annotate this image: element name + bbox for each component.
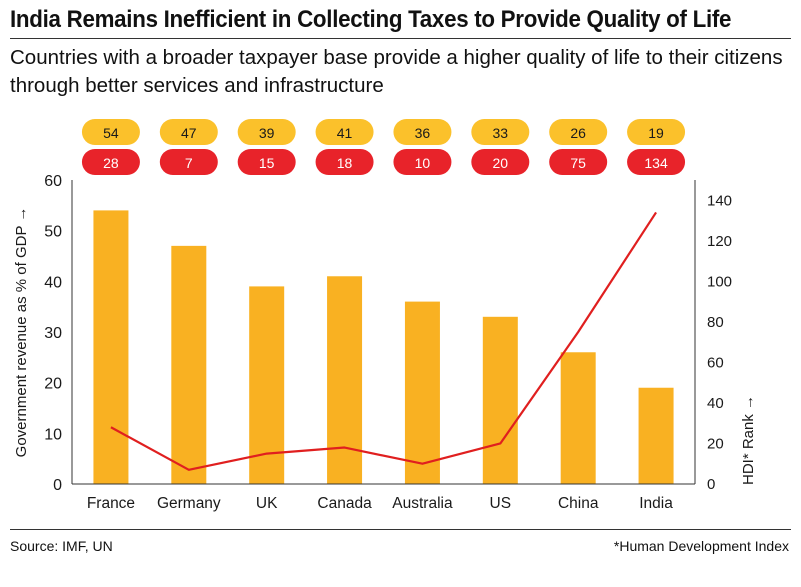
- bar-canada: [327, 276, 363, 484]
- chart-title: India Remains Inefficient in Collecting …: [10, 6, 732, 33]
- revenue-badge: [159, 119, 218, 145]
- left-tick-label: 10: [44, 426, 62, 443]
- bar-china: [560, 352, 596, 484]
- right-tick-label: 80: [707, 314, 724, 331]
- chart-subtitle: Countries with a broader taxpayer base p…: [10, 46, 783, 97]
- x-tick-label: Australia: [392, 495, 453, 512]
- right-tick-label: 100: [707, 273, 732, 290]
- revenue-badge: [237, 119, 296, 145]
- right-tick-label: 40: [707, 395, 724, 412]
- rank-badge-label: 15: [259, 155, 275, 171]
- title-divider: [10, 38, 791, 39]
- right-tick-label: 20: [707, 435, 724, 452]
- bars: [93, 210, 674, 484]
- bar-australia: [404, 301, 440, 484]
- right-tick-label: 60: [707, 354, 724, 371]
- bar-india: [638, 387, 674, 484]
- y-axis-title: Government revenue as % of GDP →: [13, 207, 30, 458]
- rank-badge-label: 10: [415, 155, 431, 171]
- revenue-badge: [81, 119, 140, 145]
- rank-badge-label: 18: [337, 155, 353, 171]
- revenue-badge-label: 26: [570, 125, 586, 141]
- footnote: *Human Development Index: [613, 538, 789, 554]
- footer-divider: [10, 529, 791, 530]
- x-tick-label: France: [87, 495, 135, 512]
- x-tick-label: US: [490, 495, 512, 512]
- rank-badge-label: 75: [570, 155, 586, 171]
- revenue-badge-label: 33: [493, 125, 509, 141]
- rank-badge: [315, 149, 374, 175]
- revenue-badge-label: 36: [415, 125, 431, 141]
- rank-badge: [159, 149, 218, 175]
- bar-germany: [171, 245, 207, 484]
- rank-badge-label: 7: [185, 155, 193, 171]
- revenue-badge: [471, 119, 530, 145]
- left-tick-label: 0: [53, 477, 62, 494]
- rank-badge-label: 134: [644, 155, 668, 171]
- left-tick-label: 50: [44, 224, 62, 241]
- rank-badge: [471, 149, 530, 175]
- left-tick-label: 30: [44, 325, 62, 342]
- right-tick-label: 140: [707, 192, 732, 209]
- hdi-rank-line-group: [110, 211, 657, 471]
- x-tick-label: UK: [256, 495, 278, 512]
- rank-badge-label: 28: [103, 155, 119, 171]
- x-tick-label: India: [639, 495, 673, 512]
- bar-france: [93, 210, 129, 484]
- revenue-badge: [627, 119, 686, 145]
- rank-badge: [393, 149, 452, 175]
- left-tick-label: 20: [44, 376, 62, 393]
- rank-badge: [81, 149, 140, 175]
- value-badges: 54 47 39 41 36 33 26 19 28 7 15 18 10 20 75 134: [81, 119, 686, 175]
- revenue-badge-label: 41: [337, 125, 353, 141]
- revenue-badge: [315, 119, 374, 145]
- revenue-badge-label: 39: [259, 125, 275, 141]
- revenue-badge-label: 54: [103, 125, 119, 141]
- revenue-badge-label: 47: [181, 125, 197, 141]
- hdi-rank-line: [110, 211, 657, 471]
- axes: 0 10 20 30 40 50 60 0 20 40 60 80 100 120 140 France Ger…: [13, 173, 757, 512]
- left-tick-label: 40: [44, 274, 62, 291]
- x-tick-label: Canada: [317, 495, 372, 512]
- right-tick-label: 120: [707, 233, 732, 250]
- right-tick-label: 0: [707, 476, 715, 493]
- left-tick-label: 60: [44, 173, 62, 190]
- rank-badge: [549, 149, 608, 175]
- revenue-badge: [549, 119, 608, 145]
- rank-badge: [627, 149, 686, 175]
- source-note: Source: IMF, UN: [10, 538, 113, 554]
- bar-uk: [249, 286, 285, 484]
- x-tick-label: Germany: [157, 495, 221, 512]
- rank-badge: [237, 149, 296, 175]
- revenue-badge-label: 19: [648, 125, 664, 141]
- rank-badge-label: 20: [493, 155, 509, 171]
- y2-axis-title: HDI* Rank →: [740, 395, 757, 485]
- x-tick-label: China: [558, 495, 599, 512]
- bar-us: [482, 316, 518, 484]
- revenue-badge: [393, 119, 452, 145]
